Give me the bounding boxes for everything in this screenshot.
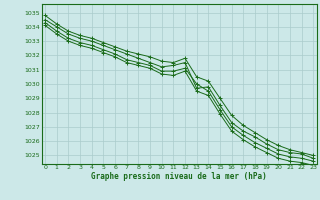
X-axis label: Graphe pression niveau de la mer (hPa): Graphe pression niveau de la mer (hPa): [91, 172, 267, 181]
